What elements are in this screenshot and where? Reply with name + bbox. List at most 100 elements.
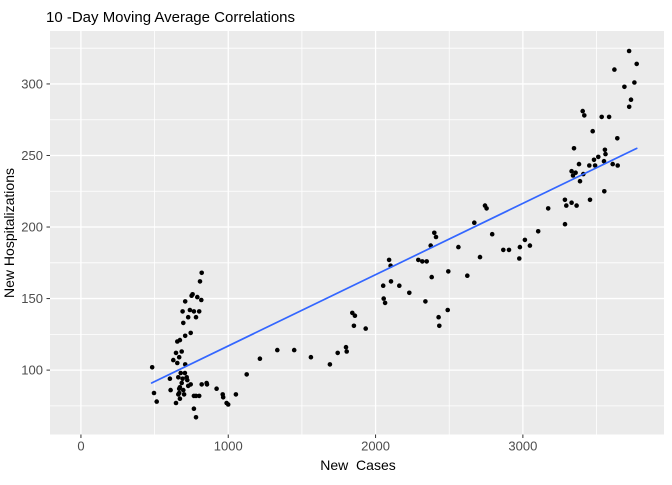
data-point: [343, 344, 349, 350]
data-point: [181, 392, 187, 397]
y-tick-label: 200: [21, 220, 43, 235]
data-point: [506, 247, 512, 253]
data-point: [173, 350, 179, 356]
data-point: [612, 67, 617, 72]
data-point: [517, 244, 523, 250]
gridlines-major: [50, 31, 664, 435]
data-point: [562, 197, 568, 203]
data-point: [386, 257, 392, 263]
data-point: [257, 356, 263, 362]
data-point: [599, 114, 604, 120]
data-point: [199, 382, 204, 387]
data-point: [182, 299, 188, 304]
data-point: [569, 168, 574, 174]
x-axis-title: New Cases: [320, 457, 395, 473]
data-point: [151, 390, 157, 396]
data-point: [291, 347, 297, 353]
data-point: [628, 97, 634, 102]
panel-background: [50, 31, 664, 435]
data-point: [596, 154, 601, 160]
data-point: [437, 323, 442, 329]
data-point: [168, 387, 173, 393]
data-point: [182, 333, 188, 339]
data-point: [424, 259, 430, 264]
x-tick-label: 0: [77, 439, 84, 454]
data-point: [489, 231, 495, 237]
x-tick-label: 3000: [508, 439, 537, 454]
data-point: [416, 257, 421, 263]
data-point: [626, 48, 632, 54]
data-point: [178, 370, 183, 376]
data-point: [423, 299, 428, 304]
data-point: [382, 300, 388, 306]
gridlines-minor: [50, 31, 664, 435]
data-point: [632, 80, 637, 85]
data-point: [180, 376, 185, 382]
data-point: [610, 161, 615, 167]
data-point: [175, 360, 180, 366]
y-tick-label: 100: [21, 363, 43, 378]
data-point: [149, 365, 155, 370]
data-point: [193, 415, 199, 420]
trend-line-layer: [150, 147, 638, 384]
data-point: [615, 163, 620, 168]
data-point: [351, 323, 357, 329]
data-point: [477, 254, 483, 260]
data-point: [193, 393, 199, 399]
data-point: [181, 387, 186, 393]
data-point: [179, 380, 184, 386]
data-point: [154, 399, 159, 404]
data-point: [606, 114, 612, 120]
data-point: [407, 290, 412, 296]
data-point: [167, 376, 173, 382]
data-point: [327, 362, 333, 367]
data-point: [456, 244, 461, 250]
data-point: [622, 84, 627, 90]
data-point: [569, 200, 574, 205]
data-point: [176, 354, 182, 360]
data-point: [199, 297, 204, 303]
x-tick-label: 1000: [214, 439, 243, 454]
data-point: [335, 350, 341, 356]
data-point: [472, 220, 477, 225]
data-point: [429, 274, 435, 280]
data-point: [188, 382, 193, 387]
data-point: [564, 203, 569, 208]
data-point: [436, 314, 441, 320]
data-point: [225, 402, 231, 407]
data-point: [445, 307, 451, 313]
y-tick-label: 250: [21, 148, 43, 163]
data-point: [173, 400, 179, 406]
data-point: [574, 203, 579, 208]
data-point: [177, 385, 183, 390]
data-point: [177, 396, 183, 402]
data-point: [185, 377, 190, 383]
data-point: [484, 206, 489, 211]
data-point: [615, 136, 620, 141]
trend-line: [150, 147, 638, 384]
data-point: [517, 256, 522, 261]
data-point: [587, 163, 592, 168]
data-point: [199, 270, 204, 276]
data-point: [220, 395, 226, 400]
data-point: [190, 292, 195, 297]
data-point: [352, 313, 358, 319]
data-point: [501, 247, 506, 253]
data-point: [171, 357, 176, 363]
data-point: [196, 393, 202, 399]
data-point: [388, 279, 394, 284]
data-point: [275, 347, 280, 353]
data-point: [576, 161, 582, 167]
axis-tick-labels: 0 1000 2000 3000 100 150 200 250 300: [21, 76, 537, 453]
data-point: [193, 314, 199, 320]
data-point: [580, 108, 585, 114]
y-tick-label: 300: [21, 76, 43, 91]
data-point: [571, 146, 577, 151]
data-point: [244, 372, 249, 377]
data-point: [545, 206, 551, 211]
data-point: [433, 234, 439, 240]
data-point: [562, 221, 568, 227]
data-point: [590, 128, 595, 134]
data-point: [204, 382, 210, 387]
